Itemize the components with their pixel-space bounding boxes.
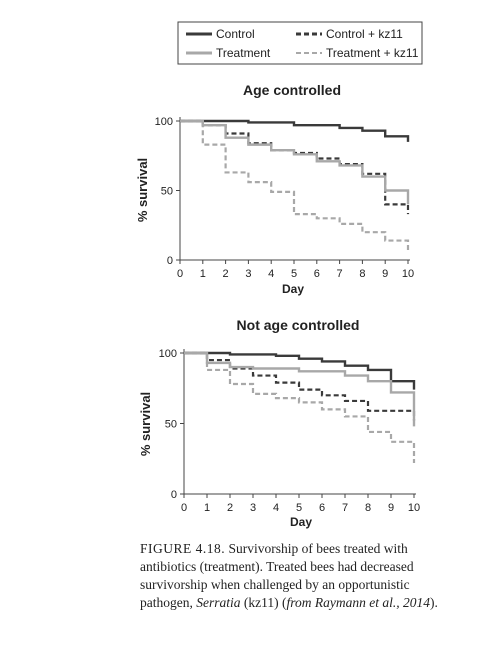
series-lines xyxy=(184,351,416,463)
series-lines xyxy=(180,119,410,251)
legend-label-control: Control xyxy=(216,27,255,41)
chart-title: Not age controlled xyxy=(237,317,360,333)
caption-text-2: (kz11) ( xyxy=(240,595,287,610)
x-tick-label: 3 xyxy=(250,502,256,514)
x-tick-label: 8 xyxy=(365,502,371,514)
x-tick-label: 10 xyxy=(408,502,420,514)
x-tick-label: 1 xyxy=(200,268,206,280)
axes: 0 50 100 0 1 2 3 4 5 6 7 8 9 10 xyxy=(155,116,414,280)
y-tick-label: 0 xyxy=(167,255,173,267)
x-axis-label: Day xyxy=(290,515,312,529)
legend: Control Control + kz11 Treatment Treatme… xyxy=(177,21,423,65)
x-tick-label: 0 xyxy=(177,268,183,280)
y-tick-label: 50 xyxy=(161,186,173,198)
series-line-treatment xyxy=(180,119,410,205)
y-axis-label: % survival xyxy=(135,158,150,222)
x-tick-label: 2 xyxy=(227,502,233,514)
legend-label-control-kz11: Control + kz11 xyxy=(326,27,403,41)
legend-label-treatment: Treatment xyxy=(216,46,271,60)
series-line-treatment-kz11 xyxy=(180,119,410,251)
y-tick-label: 50 xyxy=(165,419,177,431)
x-tick-label: 2 xyxy=(223,268,229,280)
x-tick-label: 7 xyxy=(337,268,343,280)
x-tick-label: 6 xyxy=(314,268,320,280)
x-tick-label: 1 xyxy=(204,502,210,514)
series-line-control xyxy=(184,351,416,390)
chart-not-age-controlled: Not age controlled % survival Day 050100… xyxy=(138,317,420,529)
y-axis-label: % survival xyxy=(138,392,153,456)
x-tick-label: 4 xyxy=(273,502,279,514)
figure-caption: FIGURE 4.18. Survivorship of bees treate… xyxy=(140,540,460,612)
caption-pathogen: Serratia xyxy=(196,595,241,610)
series-line-control xyxy=(180,119,410,142)
x-tick-label: 0 xyxy=(181,502,187,514)
y-tick-label: 100 xyxy=(155,116,173,128)
x-tick-label: 5 xyxy=(291,268,297,280)
x-tick-label: 9 xyxy=(388,502,394,514)
x-tick-label: 3 xyxy=(245,268,251,280)
x-tick-label: 10 xyxy=(402,268,414,280)
x-tick-label: 7 xyxy=(342,502,348,514)
y-tick-label: 0 xyxy=(171,489,177,501)
caption-label: FIGURE 4.18. xyxy=(140,541,226,556)
caption-text: Survivorship of bees treated with antibi… xyxy=(140,541,414,610)
legend-box xyxy=(177,21,423,65)
x-tick-label: 6 xyxy=(319,502,325,514)
caption-text-3: ). xyxy=(429,595,438,610)
x-tick-label: 5 xyxy=(296,502,302,514)
y-tick-label: 100 xyxy=(159,348,177,360)
chart-age-controlled: Age controlled % survival Day 0 50 100 0 1 2 3… xyxy=(135,82,414,296)
series-line-control-kz11 xyxy=(184,351,416,421)
series-line-treatment xyxy=(184,351,416,427)
x-tick-label: 9 xyxy=(382,268,388,280)
legend-label-treatment-kz11: Treatment + kz11 xyxy=(326,46,419,60)
axes: 0 50 100 0 1 2 3 4 5 6 7 8 9 10 xyxy=(159,348,420,514)
series-line-treatment-kz11 xyxy=(184,351,416,463)
x-tick-label: 8 xyxy=(359,268,365,280)
caption-source: from Raymann et al., 2014 xyxy=(286,595,430,610)
chart-title: Age controlled xyxy=(243,82,341,98)
x-axis-label: Day xyxy=(282,282,304,296)
x-tick-label: 4 xyxy=(268,268,274,280)
